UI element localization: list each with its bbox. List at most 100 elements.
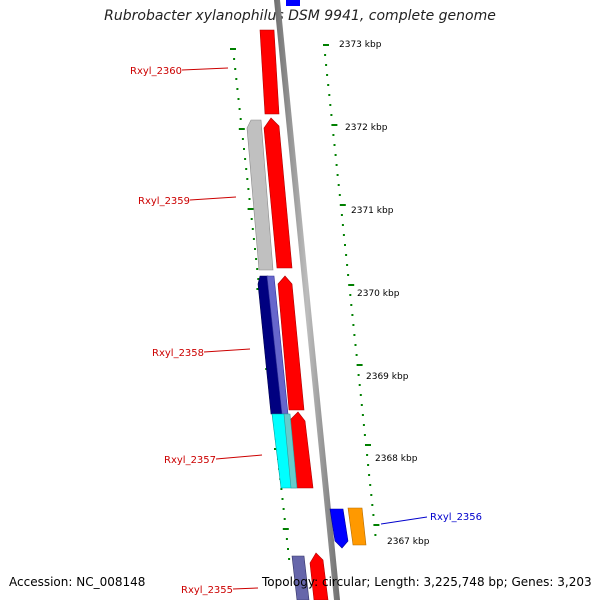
kbp-label: 2372 kbp — [345, 123, 388, 133]
tick-mark — [282, 528, 289, 530]
tick-mark — [340, 214, 343, 216]
tick-mark — [285, 538, 288, 540]
tick-mark — [350, 304, 353, 306]
kbp-label: 2368 kbp — [375, 454, 418, 464]
tick-mark — [352, 324, 355, 326]
tick-mark — [281, 498, 284, 500]
tick-mark — [351, 314, 354, 316]
tick-mark — [328, 94, 331, 96]
tick-mark — [256, 268, 259, 270]
tick-mark — [331, 124, 338, 126]
kbp-label: 2370 kbp — [357, 289, 400, 299]
tick-mark — [365, 444, 371, 446]
tick-mark — [323, 44, 329, 46]
gene-rxyl-2359[interactable] — [246, 119, 274, 271]
tick-mark — [335, 164, 338, 166]
gene-rxyl-2357-b[interactable] — [283, 413, 298, 489]
gene-label-rxyl-2357[interactable]: Rxyl_2357 — [164, 455, 216, 466]
tick-mark — [239, 118, 242, 120]
kbp-scale: 2373 kbp 2372 kbp 2371 kbp 2370 kbp 2369… — [339, 40, 430, 547]
tick-mark — [288, 558, 291, 560]
tick-mark — [353, 334, 356, 336]
tick-mark — [327, 84, 330, 86]
tick-mark — [370, 494, 373, 496]
tick-mark — [247, 188, 250, 190]
topology-text: Topology: circular; Length: 3,225,748 bp… — [262, 575, 592, 589]
tick-mark — [339, 204, 346, 206]
tick-mark — [354, 344, 357, 346]
kbp-label: 2373 kbp — [339, 40, 382, 50]
tick-mark — [368, 474, 371, 476]
tick-mark — [332, 134, 335, 136]
tick-mark — [369, 484, 372, 486]
tick-mark — [333, 144, 336, 146]
gene-rxyl-2356-orange[interactable] — [347, 507, 367, 546]
gene-label-rxyl-2355[interactable]: Rxyl_2355 — [181, 585, 233, 596]
tick-mark — [336, 174, 339, 176]
tick-mark — [250, 218, 253, 220]
tick-mark — [347, 274, 350, 276]
tick-mark — [238, 108, 241, 110]
tick-mark — [346, 264, 349, 266]
tick-mark — [371, 504, 374, 506]
tick-mark — [348, 284, 355, 286]
tick-mark — [367, 464, 370, 466]
tick-mark — [247, 208, 254, 210]
tick-mark — [357, 374, 360, 376]
tick-mark — [342, 234, 345, 236]
tick-mark — [372, 514, 375, 516]
tick-mark — [246, 178, 249, 180]
gene-rxyl-2358-partner[interactable] — [277, 275, 305, 411]
gene-blue-top[interactable] — [286, 0, 300, 6]
tick-mark — [356, 364, 363, 366]
kbp-label: 2371 kbp — [351, 206, 394, 216]
tick-mark — [287, 548, 289, 550]
kbp-label: 2369 kbp — [366, 372, 409, 382]
gene-label-rxyl-2356[interactable]: Rxyl_2356 — [430, 512, 482, 523]
tick-mark — [243, 148, 245, 150]
tick-mark — [233, 58, 236, 60]
gene-rxyl-2356[interactable] — [329, 508, 349, 549]
tick-mark — [344, 244, 346, 246]
tick-mark — [237, 98, 240, 100]
gene-label-rxyl-2360[interactable]: Rxyl_2360 — [130, 66, 182, 77]
tick-mark — [341, 224, 344, 226]
tick-mark — [360, 404, 363, 406]
map-title: Rubrobacter xylanophilus DSM 9941, compl… — [104, 8, 496, 24]
accession-text: Accession: NC_008148 — [9, 575, 146, 589]
tick-mark — [349, 294, 352, 296]
tick-mark — [245, 168, 248, 170]
tick-mark — [361, 414, 364, 416]
tick-mark — [362, 424, 365, 426]
tick-mark — [255, 258, 258, 260]
gene-rxyl-2360[interactable] — [259, 29, 280, 115]
tick-mark — [366, 454, 369, 456]
gene-rxyl-2355-reverse[interactable] — [291, 555, 310, 600]
tick-mark — [257, 278, 260, 280]
tick-mark — [373, 524, 380, 526]
tick-mark — [234, 68, 237, 70]
gene-rxyl-2359-partner[interactable] — [263, 117, 293, 269]
gene-labels: Rxyl_2360 Rxyl_2359 Rxyl_2358 Rxyl_2357 … — [130, 66, 482, 596]
tick-mark — [252, 238, 255, 240]
tick-mark — [355, 354, 358, 356]
tick-mark — [282, 508, 285, 510]
kbp-label: 2367 kbp — [387, 537, 430, 547]
gene-label-rxyl-2358[interactable]: Rxyl_2358 — [152, 348, 204, 359]
tick-mark — [359, 394, 362, 396]
tick-mark — [337, 184, 340, 186]
tick-mark — [241, 138, 244, 140]
tick-mark — [248, 198, 251, 200]
tick-mark — [325, 64, 328, 66]
tick-mark — [244, 158, 247, 160]
tick-mark — [235, 78, 238, 80]
gene-rxyl-2355[interactable] — [309, 552, 329, 600]
tick-mark — [326, 74, 329, 76]
gene-label-rxyl-2359[interactable]: Rxyl_2359 — [138, 196, 190, 207]
tick-mark — [324, 54, 327, 56]
tick-mark — [374, 534, 377, 536]
tick-mark — [254, 248, 256, 250]
tick-mark — [230, 48, 236, 50]
tick-mark — [329, 104, 332, 106]
tick-mark — [334, 154, 337, 156]
